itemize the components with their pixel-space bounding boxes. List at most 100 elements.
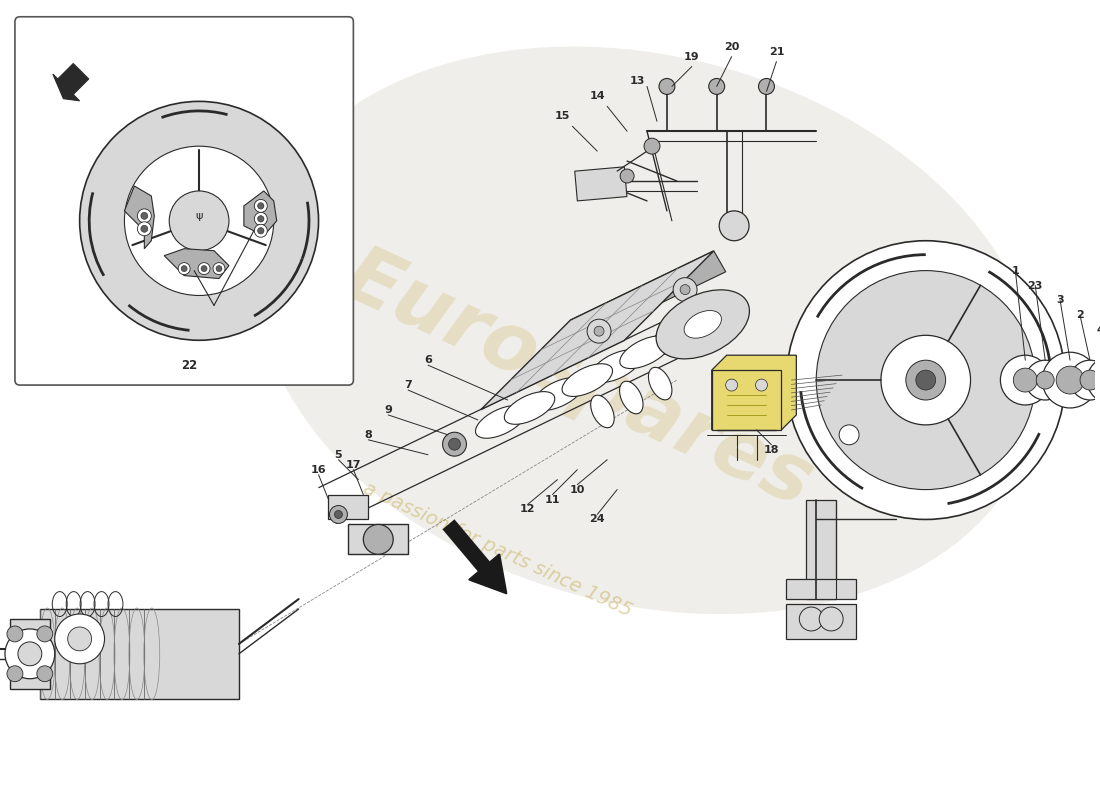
Circle shape: [216, 266, 222, 271]
Text: 7: 7: [404, 380, 412, 390]
Text: 1: 1: [1012, 266, 1020, 275]
Ellipse shape: [256, 46, 1038, 614]
Bar: [786, 579, 856, 599]
Circle shape: [1013, 368, 1037, 392]
Circle shape: [213, 262, 226, 274]
Circle shape: [36, 666, 53, 682]
Circle shape: [839, 425, 859, 445]
Circle shape: [138, 222, 152, 236]
Circle shape: [79, 102, 319, 340]
Circle shape: [816, 270, 1035, 490]
Text: 21: 21: [769, 46, 784, 57]
Circle shape: [800, 607, 823, 631]
Text: 20: 20: [724, 42, 739, 52]
Circle shape: [680, 285, 690, 294]
Polygon shape: [712, 355, 796, 430]
Circle shape: [257, 216, 264, 222]
Circle shape: [726, 379, 738, 391]
Ellipse shape: [534, 378, 584, 410]
Circle shape: [587, 319, 610, 343]
Circle shape: [881, 335, 970, 425]
Text: 16: 16: [310, 465, 327, 474]
Text: 11: 11: [544, 494, 560, 505]
Circle shape: [330, 506, 348, 523]
Text: 8: 8: [364, 430, 372, 440]
Circle shape: [254, 199, 267, 212]
Circle shape: [449, 438, 461, 450]
Text: 19: 19: [684, 51, 700, 62]
Circle shape: [1025, 360, 1065, 400]
Text: 9: 9: [384, 405, 393, 415]
Circle shape: [620, 169, 634, 183]
Circle shape: [363, 525, 393, 554]
Circle shape: [916, 370, 936, 390]
Text: 22: 22: [182, 358, 197, 372]
Circle shape: [756, 379, 768, 391]
Polygon shape: [164, 249, 229, 278]
Circle shape: [659, 78, 675, 94]
Ellipse shape: [591, 395, 614, 428]
Circle shape: [1070, 360, 1100, 400]
Text: 3: 3: [1056, 295, 1064, 306]
Bar: [786, 604, 856, 639]
FancyBboxPatch shape: [15, 17, 353, 385]
Circle shape: [1080, 370, 1100, 390]
Ellipse shape: [678, 308, 728, 341]
Text: 18: 18: [763, 445, 779, 454]
Bar: [712, 370, 781, 430]
Text: Eurospares: Eurospares: [330, 237, 825, 523]
Ellipse shape: [656, 290, 749, 359]
Circle shape: [257, 202, 264, 209]
Polygon shape: [124, 186, 154, 249]
Ellipse shape: [648, 367, 672, 400]
Circle shape: [182, 266, 187, 271]
Circle shape: [786, 241, 1065, 519]
Circle shape: [7, 666, 23, 682]
Circle shape: [1042, 352, 1098, 408]
Circle shape: [257, 227, 264, 234]
Text: 5: 5: [334, 450, 342, 460]
Circle shape: [36, 626, 53, 642]
Circle shape: [759, 78, 774, 94]
Text: 15: 15: [554, 111, 570, 122]
Bar: [329, 494, 368, 519]
Ellipse shape: [475, 406, 526, 438]
Ellipse shape: [619, 382, 644, 414]
Circle shape: [442, 432, 466, 456]
Circle shape: [254, 224, 267, 238]
Bar: [40, 609, 239, 698]
Text: 23: 23: [1027, 281, 1043, 290]
Circle shape: [55, 614, 104, 664]
Ellipse shape: [649, 322, 700, 354]
Bar: [349, 525, 408, 554]
Circle shape: [1036, 371, 1054, 389]
Circle shape: [138, 209, 152, 223]
Circle shape: [201, 266, 207, 271]
Bar: [10, 619, 49, 689]
Circle shape: [254, 212, 267, 226]
Circle shape: [141, 212, 147, 219]
Circle shape: [1000, 355, 1050, 405]
Text: 4: 4: [1096, 326, 1100, 335]
Text: 13: 13: [629, 77, 645, 86]
Circle shape: [124, 146, 274, 295]
Circle shape: [6, 629, 55, 678]
Circle shape: [198, 262, 210, 274]
Ellipse shape: [562, 364, 613, 397]
Circle shape: [644, 138, 660, 154]
Circle shape: [719, 211, 749, 241]
Text: 24: 24: [590, 514, 605, 525]
Text: ψ: ψ: [196, 211, 202, 221]
Circle shape: [1087, 357, 1100, 403]
Polygon shape: [53, 63, 89, 101]
Bar: [574, 167, 627, 201]
Text: 6: 6: [425, 355, 432, 365]
Bar: [806, 499, 836, 599]
Circle shape: [7, 626, 23, 642]
Circle shape: [820, 607, 843, 631]
Ellipse shape: [504, 392, 554, 424]
Circle shape: [905, 360, 946, 400]
Circle shape: [708, 78, 725, 94]
Circle shape: [334, 510, 342, 518]
Text: 12: 12: [520, 505, 536, 514]
